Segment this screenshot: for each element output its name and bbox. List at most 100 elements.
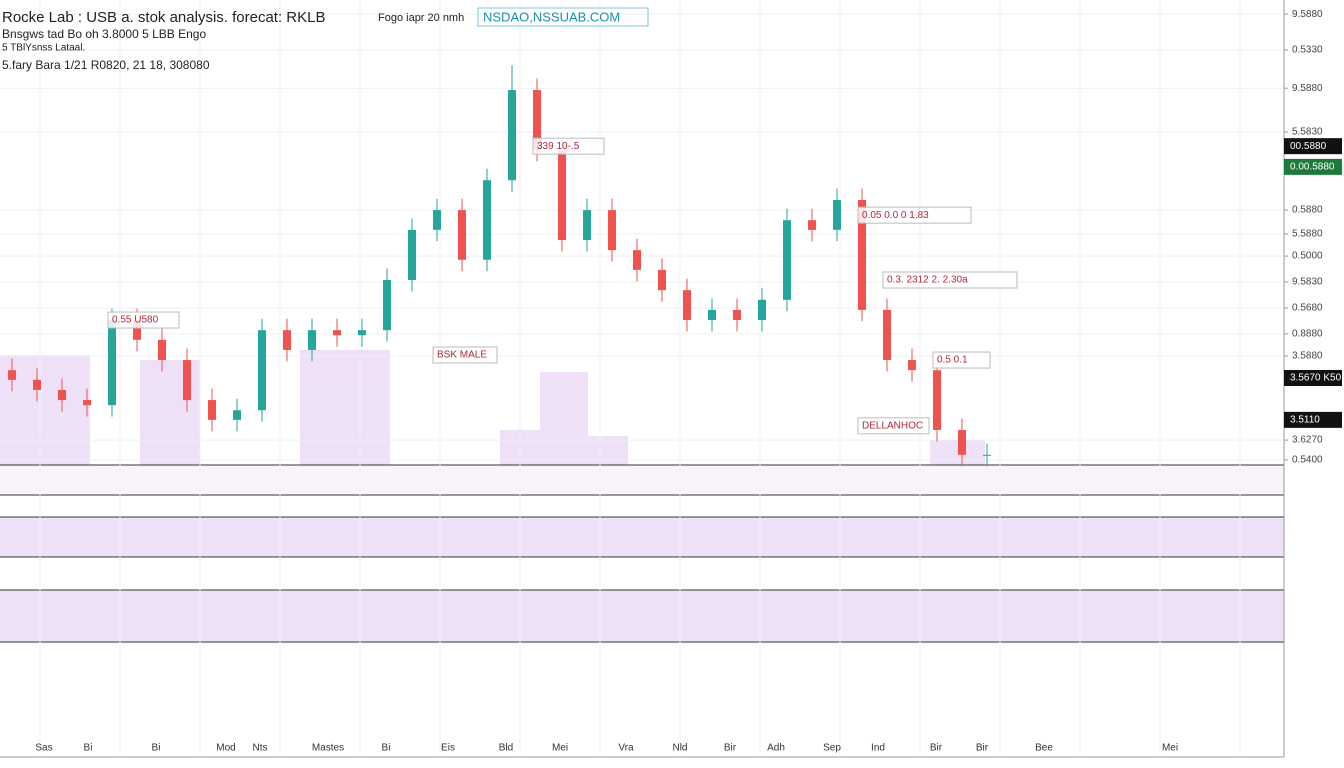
panel-dividers: [0, 0, 1285, 758]
candle-body: [833, 199, 841, 230]
indicator-shading: [0, 350, 1284, 642]
annotation-box: [932, 351, 991, 369]
subtitle: Bnsgws tad Bo oh 3.8000 5 LBB Engo: [2, 27, 206, 41]
price-tag-label: 3.5670 K50: [1290, 373, 1342, 384]
candle-body: [733, 309, 741, 321]
y-tick-label: 0.5400: [1292, 455, 1323, 466]
y-tick-label: 3.6270: [1292, 435, 1323, 446]
subtitle: 5 TBlYsnss Lataal.: [2, 43, 85, 54]
candle-body: [133, 320, 141, 340]
candle-body: [783, 220, 791, 300]
title: Rocke Lab : USB a. stok analysis. foreca…: [2, 9, 325, 26]
candle-body: [58, 389, 66, 401]
candles: 339 10-.5 0.55 U580 BSK MALE 0.05 0.0 0 1.8…: [8, 65, 1018, 467]
x-tick-label: Nld: [672, 743, 687, 754]
price-tag-label: 0.00.5880: [1290, 162, 1335, 173]
annotation-box: [857, 206, 972, 224]
x-tick-label: Bi: [152, 743, 161, 754]
price-tag: [1284, 158, 1342, 175]
candle-body: [958, 429, 966, 455]
y-tick-label: 5.5880: [1292, 229, 1323, 240]
y-tick-label: 0.8880: [1292, 328, 1323, 339]
candle-body: [358, 330, 366, 336]
y-tick-label: 0.5330: [1292, 45, 1323, 56]
link[interactable]: NSDAO,NSSUAB.COM: [483, 9, 620, 24]
annotation-box: [882, 271, 1018, 289]
y-tick-label: 9.5830: [1292, 277, 1323, 288]
candle-body: [533, 90, 541, 150]
grid: [0, 0, 1284, 757]
candle-body: [258, 330, 266, 411]
candle-body: [183, 360, 191, 401]
annotation-box: [432, 346, 498, 364]
annotation: 0.55 U580: [112, 315, 159, 326]
x-tick-label: Ind: [871, 743, 885, 754]
y-tick-label: 9.5880: [1292, 9, 1323, 20]
x-tick-label: Mei: [1162, 743, 1178, 754]
x-tick-label: Mei: [552, 743, 568, 754]
candle-body: [633, 250, 641, 270]
candle-body: [83, 400, 91, 406]
x-axis: Sas Bi Bi Mod Nts Mastes Bi Eis Bld Mei Vra Nld Bir A…: [35, 743, 1178, 754]
price-axis: 9.5880 0.5330 9.5880 5.5830 0.5880 5.5880 0.50…: [1284, 9, 1342, 466]
candle-body: [8, 370, 16, 380]
price-tag: [1284, 370, 1342, 386]
candle-body: [558, 149, 566, 240]
annotation-box: [857, 417, 930, 435]
link-box: [477, 7, 649, 27]
x-tick-label: Vra: [618, 743, 634, 754]
candle-body: [408, 229, 416, 281]
price-tag: [1284, 138, 1342, 155]
tag: Fogo iapr 20 nmh: [378, 12, 464, 24]
annotation: 0.05 0.0 0 1.83: [862, 210, 929, 221]
x-tick-label: Mastes: [312, 743, 344, 754]
candle-body: [708, 309, 716, 321]
candle-body: [858, 199, 866, 310]
annotation: 0.5 0.1: [937, 355, 968, 366]
candle-body: [283, 330, 291, 350]
x-tick-label: Bi: [382, 743, 391, 754]
candle-body: [458, 210, 466, 260]
header: Rocke Lab : USB a. stok analysis. foreca…: [2, 7, 649, 72]
y-tick-label: 0.5880: [1292, 205, 1323, 216]
x-tick-label: Nts: [253, 743, 268, 754]
y-tick-label: 0.5000: [1292, 251, 1323, 262]
candle-body: [933, 370, 941, 430]
subtitle: 5.fary Bara 1/21 R0820, 21 18, 308080: [2, 58, 210, 72]
annotation-box: [107, 311, 180, 329]
price-tag-label: 3.5110: [1290, 415, 1320, 426]
candle-body: [883, 309, 891, 361]
candle-body: [33, 379, 41, 390]
candle-body: [158, 339, 166, 361]
candle-body: [433, 210, 441, 230]
x-tick-label: Bir: [724, 743, 737, 754]
annotation: DELLANHOC: [862, 420, 923, 431]
candle-body: [908, 360, 916, 371]
x-tick-label: Sep: [823, 743, 841, 754]
annotation: BSK MALE: [437, 350, 487, 361]
x-tick-label: Bee: [1035, 743, 1053, 754]
annotation: 0.3. 2312 2. 2.30a: [887, 275, 968, 286]
x-tick-label: Bir: [976, 743, 989, 754]
candle-body: [208, 400, 216, 420]
x-tick-label: Bld: [499, 743, 513, 754]
annotation-box: [532, 137, 605, 155]
y-tick-label: 3.5880: [1292, 351, 1323, 362]
price-tag: [1284, 411, 1342, 428]
candle-body: [383, 280, 391, 331]
candle-body: [508, 90, 516, 181]
candle-body: [333, 330, 341, 336]
candle-body: [658, 269, 666, 291]
x-tick-label: Bi: [84, 743, 93, 754]
price-tag-label: 00.5880: [1290, 141, 1327, 152]
candle-body: [808, 220, 816, 230]
y-tick-label: 5.5830: [1292, 127, 1323, 138]
x-tick-label: Sas: [35, 743, 52, 754]
candle-body: [608, 210, 616, 251]
candle-body: [233, 410, 241, 420]
annotation: 339 10-.5: [537, 141, 580, 152]
y-tick-label: 9.5880: [1292, 83, 1323, 94]
x-tick-label: Adh: [767, 743, 785, 754]
